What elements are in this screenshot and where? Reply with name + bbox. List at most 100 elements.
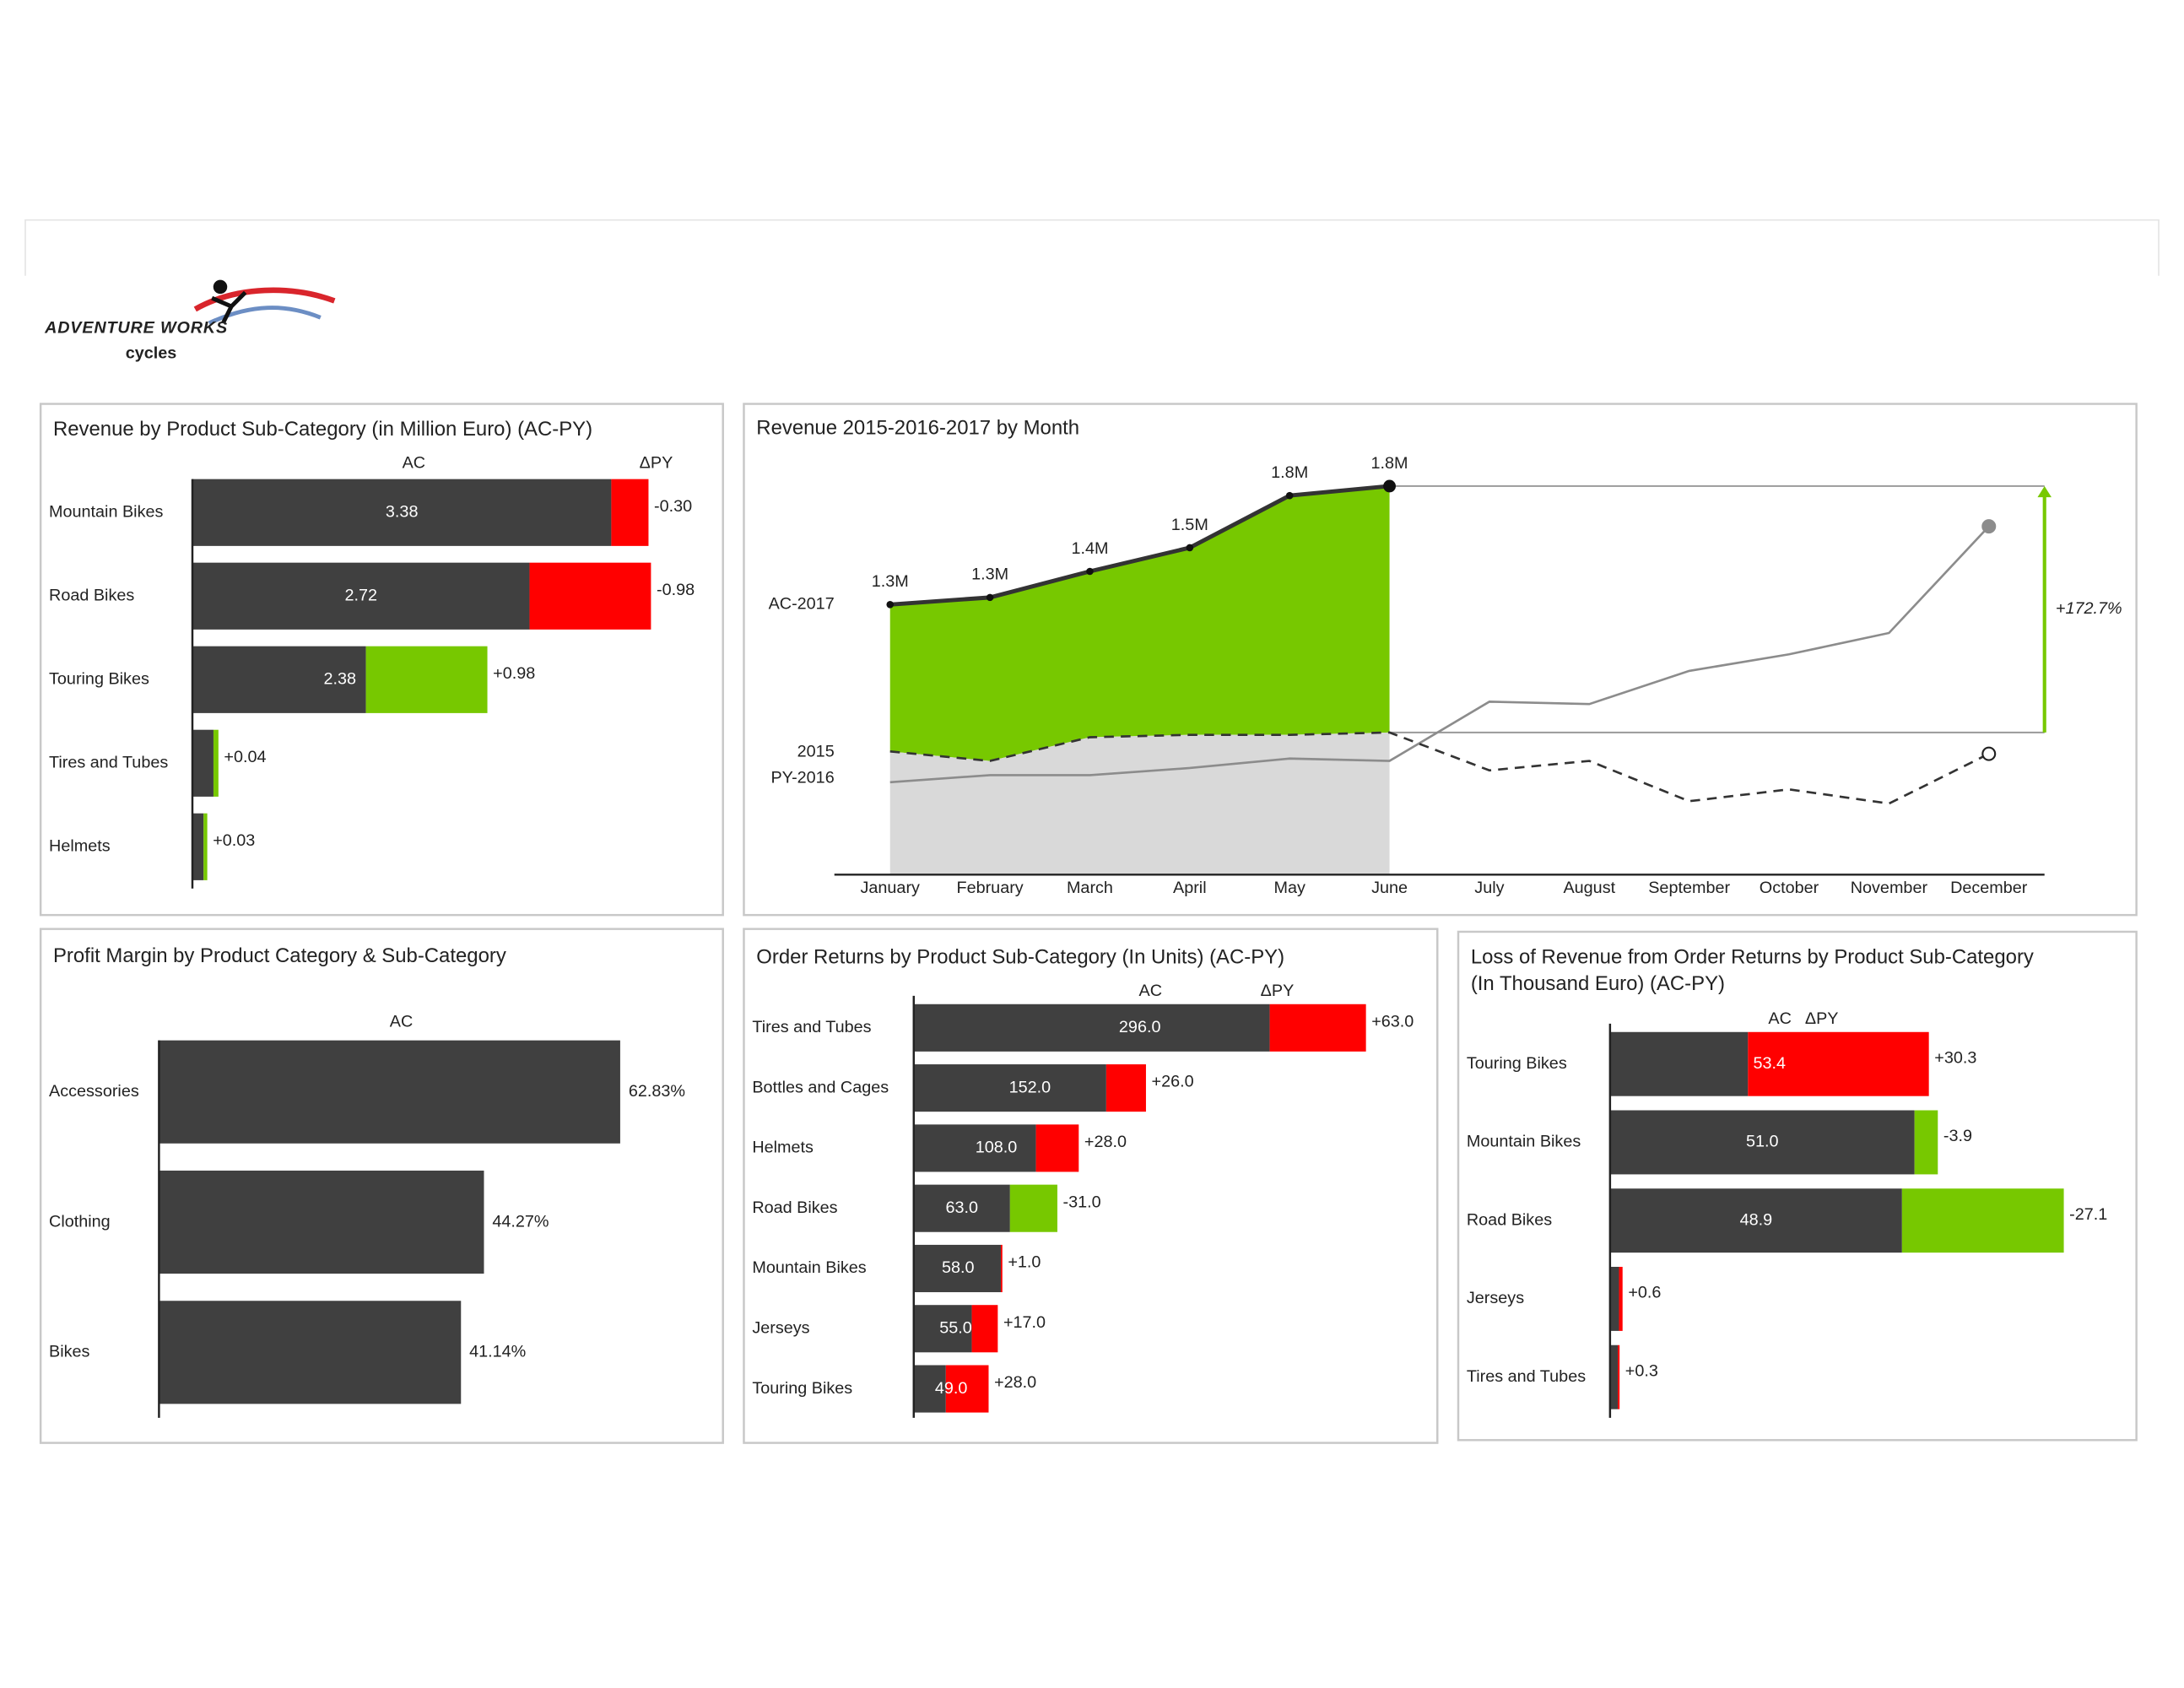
category-label: Tires and Tubes <box>1467 1367 1586 1386</box>
x-tick-label: July <box>1474 879 1504 897</box>
delta-bar <box>1619 1266 1623 1331</box>
x-tick-label: June <box>1371 879 1408 897</box>
x-tick-label: September <box>1648 879 1730 897</box>
data-label: 1.8M <box>1271 463 1308 482</box>
category-label: Helmets <box>49 837 111 856</box>
point <box>986 593 994 602</box>
logo: ADVENTURE WORKS cycles <box>44 279 336 362</box>
logo-swoosh <box>193 287 336 312</box>
category-label: Road Bikes <box>49 587 134 605</box>
ac-value-label: 58.0 <box>942 1258 975 1277</box>
delta-value-label: +0.98 <box>493 664 535 683</box>
point <box>1285 491 1294 500</box>
delta-value-label: -0.30 <box>654 497 692 516</box>
legend-label: AC-2017 <box>769 594 835 613</box>
x-tick-label: May <box>1273 879 1306 897</box>
panel <box>1457 930 2138 1442</box>
delta-bar <box>203 813 208 880</box>
legend-label: 2015 <box>797 742 835 760</box>
ac-bar <box>913 1305 972 1353</box>
ac-value-label: 296.0 <box>1119 1018 1161 1036</box>
ac-value-label: 53.4 <box>1754 1054 1787 1073</box>
column-header: ΔPY <box>1805 1009 1839 1028</box>
series-line <box>889 525 1990 784</box>
logo-rider <box>211 290 247 324</box>
ac-bar <box>913 1124 1036 1172</box>
ac-value-label: 2.72 <box>344 587 377 605</box>
ac-bar <box>913 1004 1270 1052</box>
ac-value-label: 55.0 <box>939 1318 972 1337</box>
point <box>1086 567 1094 576</box>
data-label: 1.5M <box>1171 516 1208 534</box>
category-label: Tires and Tubes <box>752 1018 871 1036</box>
column-header: AC <box>1768 1009 1792 1028</box>
delta-value-label: +0.03 <box>213 831 255 850</box>
delta-bar <box>529 562 651 630</box>
category-label: Accessories <box>49 1082 139 1101</box>
point <box>1186 544 1194 552</box>
variance-arrow-head <box>2037 485 2052 498</box>
delta-value-label: +1.0 <box>1008 1253 1041 1272</box>
delta-bar <box>611 479 649 546</box>
delta-value-label: +0.04 <box>224 748 266 766</box>
delta-bar <box>1269 1004 1366 1052</box>
delta-value-label: +63.0 <box>1371 1012 1414 1031</box>
area <box>889 732 1390 875</box>
delta-bar <box>1000 1244 1003 1293</box>
header-strip <box>24 219 2160 276</box>
value-label: 41.14% <box>469 1343 526 1361</box>
delta-value-label: +26.0 <box>1152 1073 1194 1091</box>
category-label: Mountain Bikes <box>1467 1133 1581 1151</box>
ac-bar <box>913 1064 1106 1112</box>
area <box>889 485 1390 761</box>
x-tick-label: January <box>861 879 921 897</box>
ac-bar <box>913 1365 946 1413</box>
column-header: AC <box>403 454 426 473</box>
category-label: Jerseys <box>1467 1289 1524 1307</box>
legend-label: PY-2016 <box>770 769 834 787</box>
x-tick-label: April <box>1173 879 1207 897</box>
ac-bar <box>192 479 612 546</box>
logo-rider <box>213 279 228 295</box>
end-marker <box>1981 519 1997 534</box>
delta-bar <box>1901 1188 2064 1253</box>
delta-bar <box>1009 1184 1057 1232</box>
x-tick-label: February <box>956 879 1023 897</box>
ac-bar <box>1609 1266 1619 1331</box>
category-label: Helmets <box>752 1139 814 1157</box>
chart-title: Revenue by Product Sub-Category (in Mill… <box>53 418 592 441</box>
logo-brand: ADVENTURE WORKS <box>44 319 228 338</box>
delta-value-label: -27.1 <box>2069 1205 2107 1224</box>
category-label: Mountain Bikes <box>49 502 163 521</box>
series-line <box>889 731 1990 805</box>
ac-bar <box>913 1244 1001 1293</box>
point <box>1383 479 1396 493</box>
x-tick-label: November <box>1851 879 1928 897</box>
logo-name: cycles <box>126 344 177 362</box>
ac-value-label: 51.0 <box>1746 1133 1779 1151</box>
ac-bar <box>192 813 204 880</box>
ac-bar <box>913 1184 1010 1232</box>
chart-title: Revenue 2015-2016-2017 by Month <box>756 417 1079 440</box>
category-label: Road Bikes <box>752 1198 837 1217</box>
chart-title: Order Returns by Product Sub-Category (I… <box>756 946 1284 969</box>
x-tick-label: October <box>1760 879 1819 897</box>
bar <box>159 1301 462 1404</box>
ac-value-label: 48.9 <box>1740 1210 1773 1229</box>
point <box>886 601 895 609</box>
delta-bar <box>1106 1064 1146 1112</box>
data-label: 1.3M <box>971 565 1008 584</box>
delta-value-label: +0.3 <box>1625 1361 1658 1380</box>
ac-value-label: 49.0 <box>935 1379 968 1398</box>
ac-bar <box>192 562 530 630</box>
delta-bar <box>213 729 219 797</box>
value-label: 62.83% <box>629 1082 685 1101</box>
ac-bar <box>1609 1031 1749 1096</box>
delta-value-label: +28.0 <box>994 1373 1036 1392</box>
chart-title: Loss of Revenue from Order Returns by Pr… <box>1471 946 2034 969</box>
delta-value-label: +30.3 <box>1934 1048 1976 1067</box>
x-tick-label: August <box>1563 879 1615 897</box>
x-tick-label: March <box>1067 879 1113 897</box>
column-header: AC <box>1139 982 1163 1000</box>
category-label: Bikes <box>49 1343 90 1361</box>
